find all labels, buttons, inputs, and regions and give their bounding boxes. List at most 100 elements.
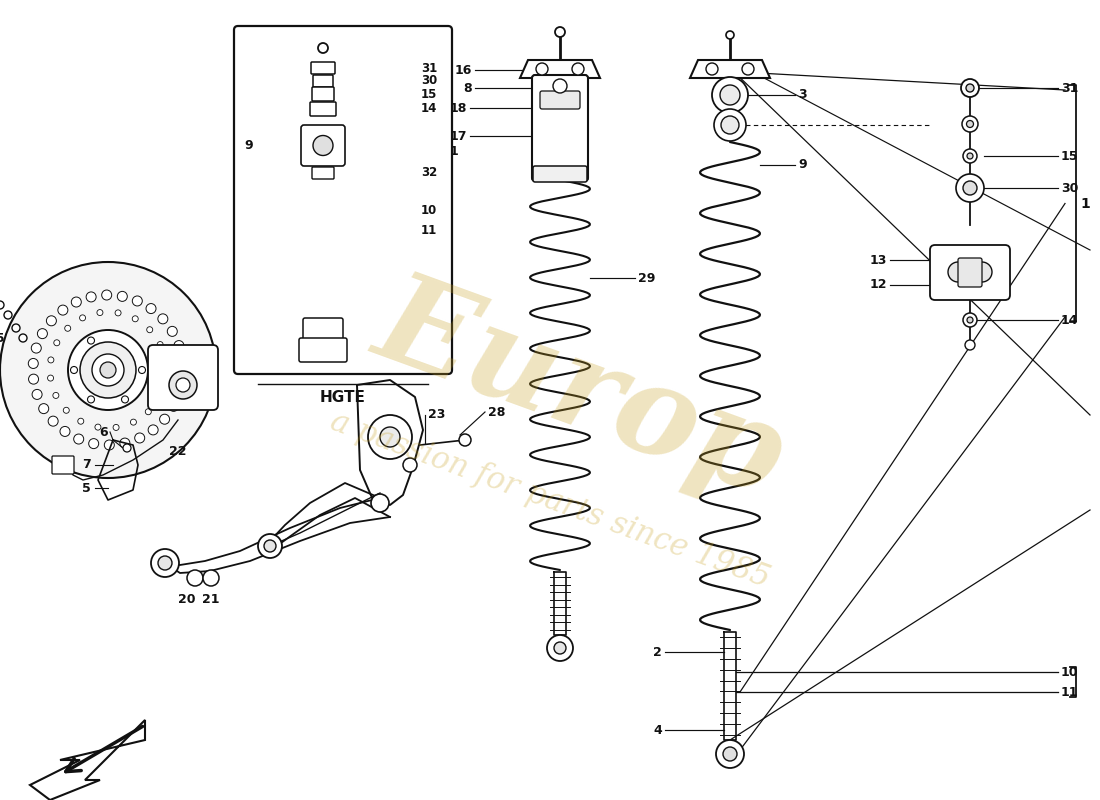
Text: 6: 6 bbox=[99, 426, 108, 438]
Circle shape bbox=[547, 635, 573, 661]
Circle shape bbox=[32, 390, 42, 399]
Circle shape bbox=[314, 135, 333, 155]
Text: 14: 14 bbox=[1062, 314, 1078, 326]
Text: 1: 1 bbox=[1080, 197, 1090, 210]
FancyBboxPatch shape bbox=[540, 91, 580, 109]
Text: 18: 18 bbox=[450, 102, 468, 114]
Circle shape bbox=[714, 109, 746, 141]
Circle shape bbox=[64, 407, 69, 414]
Circle shape bbox=[100, 362, 116, 378]
Circle shape bbox=[536, 63, 548, 75]
Text: 8: 8 bbox=[463, 82, 472, 94]
Circle shape bbox=[72, 297, 81, 307]
Circle shape bbox=[966, 84, 974, 92]
Circle shape bbox=[118, 291, 128, 302]
Text: 5: 5 bbox=[82, 482, 91, 494]
Circle shape bbox=[88, 337, 95, 344]
Circle shape bbox=[116, 310, 121, 316]
Circle shape bbox=[146, 326, 153, 333]
Circle shape bbox=[723, 747, 737, 761]
Circle shape bbox=[19, 334, 28, 342]
Circle shape bbox=[31, 343, 42, 353]
Circle shape bbox=[572, 63, 584, 75]
Circle shape bbox=[157, 342, 163, 347]
FancyBboxPatch shape bbox=[314, 75, 333, 87]
FancyBboxPatch shape bbox=[301, 125, 345, 166]
Circle shape bbox=[29, 358, 38, 369]
FancyBboxPatch shape bbox=[311, 62, 336, 74]
Circle shape bbox=[379, 427, 400, 447]
Text: 21: 21 bbox=[202, 593, 220, 606]
Circle shape bbox=[47, 375, 54, 381]
Circle shape bbox=[132, 296, 142, 306]
Circle shape bbox=[961, 79, 979, 97]
Text: 9: 9 bbox=[798, 158, 806, 171]
Circle shape bbox=[967, 153, 974, 159]
Text: 11: 11 bbox=[1062, 686, 1078, 698]
Circle shape bbox=[174, 341, 184, 350]
FancyBboxPatch shape bbox=[52, 456, 74, 474]
Circle shape bbox=[70, 366, 77, 374]
Circle shape bbox=[145, 409, 152, 414]
Circle shape bbox=[948, 262, 968, 282]
Circle shape bbox=[742, 63, 754, 75]
Circle shape bbox=[104, 440, 114, 450]
Circle shape bbox=[459, 434, 471, 446]
Circle shape bbox=[148, 425, 158, 435]
Circle shape bbox=[168, 402, 178, 411]
Text: Europ: Europ bbox=[361, 261, 800, 519]
Text: 10: 10 bbox=[1062, 666, 1078, 678]
Circle shape bbox=[97, 310, 103, 315]
Circle shape bbox=[78, 418, 84, 424]
Circle shape bbox=[95, 424, 101, 430]
Text: 15: 15 bbox=[1062, 150, 1078, 162]
Circle shape bbox=[962, 116, 978, 132]
Circle shape bbox=[89, 438, 99, 449]
FancyBboxPatch shape bbox=[534, 166, 587, 182]
Circle shape bbox=[37, 329, 47, 338]
Circle shape bbox=[88, 396, 95, 403]
Circle shape bbox=[726, 31, 734, 39]
Circle shape bbox=[720, 116, 739, 134]
Circle shape bbox=[139, 366, 145, 374]
Circle shape bbox=[65, 326, 70, 331]
Polygon shape bbox=[520, 60, 600, 78]
Circle shape bbox=[29, 374, 38, 384]
Circle shape bbox=[176, 378, 190, 392]
Text: a passion for parts since 1985: a passion for parts since 1985 bbox=[326, 406, 774, 594]
Text: 14: 14 bbox=[420, 102, 437, 115]
Text: 9: 9 bbox=[244, 139, 253, 152]
Circle shape bbox=[962, 313, 977, 327]
Circle shape bbox=[163, 359, 168, 365]
Circle shape bbox=[48, 357, 54, 363]
Circle shape bbox=[68, 330, 148, 410]
Circle shape bbox=[0, 262, 216, 478]
Circle shape bbox=[156, 394, 162, 400]
Circle shape bbox=[79, 315, 86, 321]
Circle shape bbox=[556, 27, 565, 37]
Text: 13: 13 bbox=[870, 254, 887, 266]
Circle shape bbox=[80, 342, 136, 398]
FancyBboxPatch shape bbox=[532, 75, 588, 181]
Circle shape bbox=[121, 396, 129, 403]
Text: 10: 10 bbox=[420, 203, 437, 217]
Text: 15: 15 bbox=[420, 87, 437, 101]
Circle shape bbox=[962, 149, 977, 163]
Text: 20: 20 bbox=[178, 593, 196, 606]
Text: HGTE: HGTE bbox=[320, 390, 366, 405]
Text: 22: 22 bbox=[169, 445, 187, 458]
Circle shape bbox=[54, 340, 59, 346]
Text: 17: 17 bbox=[450, 130, 468, 142]
Circle shape bbox=[967, 317, 974, 323]
Circle shape bbox=[60, 426, 70, 437]
Text: 31: 31 bbox=[1062, 82, 1078, 94]
Circle shape bbox=[187, 570, 204, 586]
Circle shape bbox=[101, 290, 112, 300]
Text: 4: 4 bbox=[653, 723, 662, 737]
Circle shape bbox=[58, 305, 68, 315]
Circle shape bbox=[965, 340, 975, 350]
Circle shape bbox=[553, 79, 566, 93]
Text: 23: 23 bbox=[428, 409, 446, 422]
FancyBboxPatch shape bbox=[312, 167, 334, 179]
FancyBboxPatch shape bbox=[148, 345, 218, 410]
